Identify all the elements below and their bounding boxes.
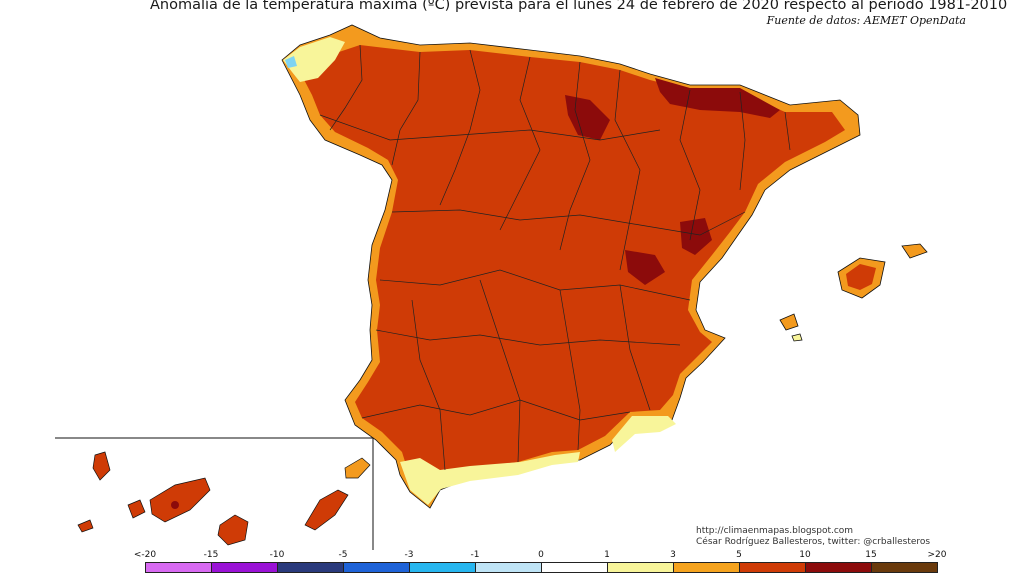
legend-tick-label: 1 bbox=[604, 550, 610, 560]
legend-swatch bbox=[739, 562, 806, 573]
legend-swatch bbox=[211, 562, 278, 573]
legend-tick-label: 0 bbox=[538, 550, 544, 560]
la-palma bbox=[92, 451, 111, 481]
gran-canaria bbox=[217, 514, 249, 546]
legend-swatch bbox=[145, 562, 212, 573]
credit-url: http://climaenmapas.blogspot.com bbox=[696, 526, 854, 536]
pyrenees-dark-red bbox=[655, 78, 780, 118]
legend-swatch bbox=[409, 562, 476, 573]
la-gomera bbox=[127, 499, 146, 519]
tenerife bbox=[149, 477, 211, 523]
formentera bbox=[791, 333, 803, 342]
credit-block: http://climaenmapas.blogspot.com César R… bbox=[696, 526, 930, 548]
data-source-note: Fuente de datos: AEMET OpenData bbox=[766, 14, 966, 27]
galicia-yellow-coast bbox=[283, 37, 345, 82]
balearic-islands bbox=[779, 243, 928, 342]
ibiza bbox=[779, 313, 799, 331]
rioja-dark-red bbox=[565, 95, 610, 140]
legend-tick-label: >20 bbox=[927, 550, 947, 560]
lanzarote bbox=[344, 457, 371, 479]
credit-author: César Rodríguez Ballesteros, twitter: @c… bbox=[696, 537, 931, 547]
inset-frame bbox=[55, 437, 374, 550]
legend-tick-label: 15 bbox=[865, 550, 877, 560]
legend-swatch bbox=[277, 562, 344, 573]
el-hierro bbox=[77, 519, 94, 533]
menorca bbox=[901, 243, 928, 259]
legend-tick-label: 5 bbox=[736, 550, 742, 560]
legend-tick-label: -5 bbox=[338, 550, 348, 560]
legend-tick-label: -3 bbox=[404, 550, 414, 560]
legend-swatch bbox=[673, 562, 740, 573]
almeria-yellow-coast bbox=[612, 416, 676, 452]
legend-swatch bbox=[871, 562, 938, 573]
legend-labels: <-20 -15 -10 -5 -3 -1 0 1 3 5 10 15 >20 bbox=[0, 550, 1024, 562]
legend-tick-label: 10 bbox=[799, 550, 811, 560]
legend-tick-label: -1 bbox=[470, 550, 480, 560]
legend-swatch bbox=[475, 562, 542, 573]
legend-tick-label: 3 bbox=[670, 550, 676, 560]
galicia-blue-spot bbox=[285, 56, 297, 68]
legend-tick-label: -15 bbox=[203, 550, 219, 560]
mainland-spain bbox=[281, 24, 861, 509]
legend-tick-label: -10 bbox=[269, 550, 285, 560]
legend-swatch bbox=[343, 562, 410, 573]
legend-swatch bbox=[805, 562, 872, 573]
legend-tick-label: <-20 bbox=[133, 550, 157, 560]
map-title: Anomalía de la temperatura máxima (ºC) p… bbox=[150, 0, 1008, 13]
cadiz-yellow-coast bbox=[400, 452, 580, 505]
legend-swatch bbox=[541, 562, 608, 573]
mainland-red-core bbox=[300, 45, 845, 494]
cuenca-dark-red bbox=[625, 250, 665, 285]
color-legend bbox=[145, 562, 938, 573]
fuerteventura bbox=[304, 489, 349, 531]
teruel-dark-red bbox=[680, 218, 712, 255]
legend-swatch bbox=[607, 562, 674, 573]
province-borders bbox=[319, 44, 791, 471]
canary-islands-inset bbox=[55, 437, 374, 550]
